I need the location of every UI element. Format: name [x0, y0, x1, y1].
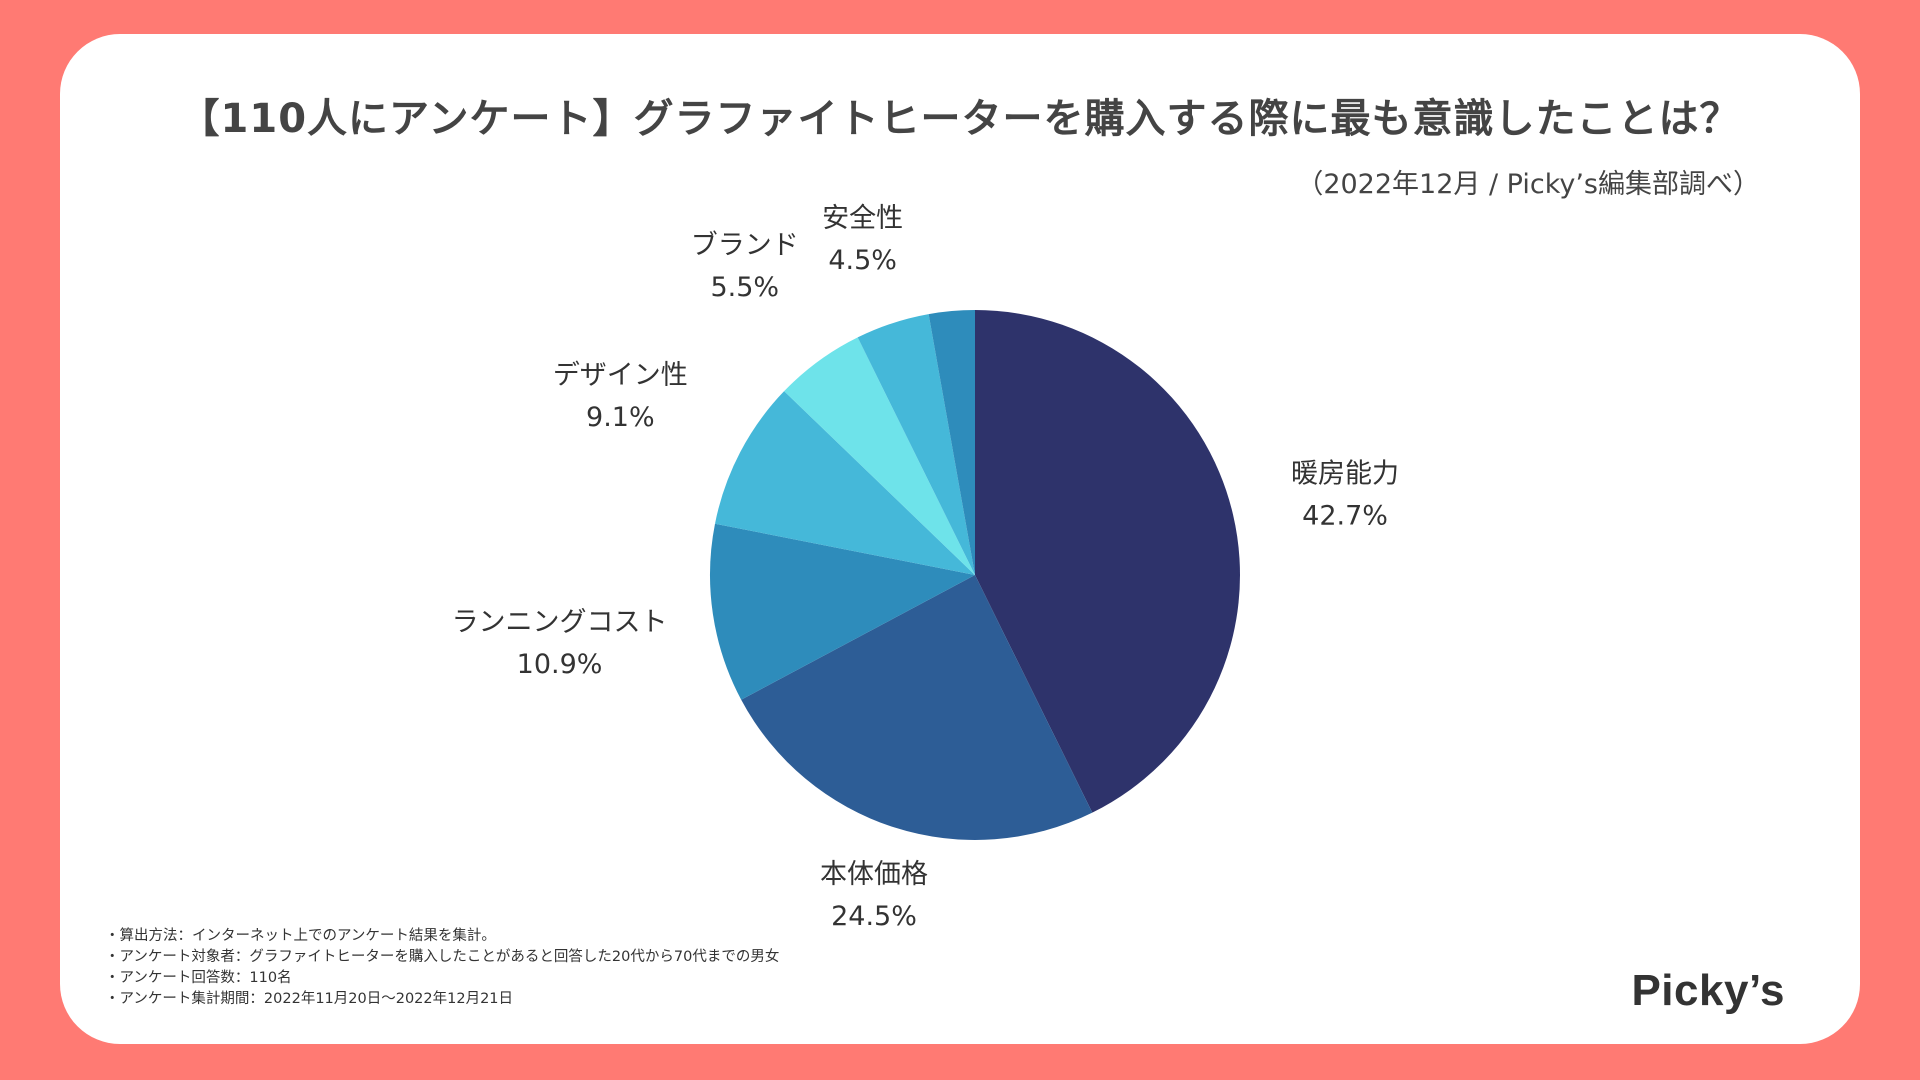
brand-logo: Picky’s: [1631, 966, 1785, 1015]
pie-slice-2: [741, 575, 1093, 840]
slice-label-5: ブランド: [691, 230, 799, 261]
chart-source: （2022年12月 / Picky’s編集部調べ）: [1296, 169, 1760, 200]
pie-slice-1: [975, 310, 1240, 813]
note-method: ・算出方法：インターネット上でのアンケート結果を集計。: [105, 928, 496, 944]
slice-label-1: 暖房能力: [1291, 459, 1399, 490]
survey-notes: ・算出方法：インターネット上でのアンケート結果を集計。 ・アンケート対象者：グラ…: [105, 926, 779, 1010]
pie-slice-6: [857, 314, 975, 575]
note-period: ・アンケート集計期間：2022年11月20日〜2022年12月21日: [105, 991, 514, 1007]
slice-value-label-3: 10.9%: [517, 649, 603, 680]
pie-slice-7: [928, 310, 975, 575]
slice-label-4: デザイン性: [553, 360, 688, 391]
pie-chart: 暖房能力 42.7% 本体価格 24.5% ランニングコスト 10.9% デザイン性 9.1%…: [452, 203, 1399, 932]
pie-slice-3: [709, 523, 975, 700]
chart-card: 【110人にアンケート】グラファイトヒーターを購入する際に最も意識したことは？ …: [60, 34, 1860, 1044]
note-respondents: ・アンケート回答数：110名: [105, 970, 292, 986]
slice-label-3: ランニングコスト: [452, 607, 668, 638]
pie-slice-5: [784, 337, 975, 575]
note-target: ・アンケート対象者：グラファイトヒーターを購入したことがあると回答した20代から…: [105, 949, 780, 965]
slice-label-2: 本体価格: [820, 859, 928, 890]
slice-value-label-4: 9.1%: [586, 402, 655, 433]
chart-title: 【110人にアンケート】グラファイトヒーターを購入する際に最も意識したことは？: [179, 96, 1741, 142]
slice-value-label-6: 4.5%: [828, 245, 897, 276]
slice-value-label-1: 42.7%: [1302, 501, 1388, 532]
pie-slice-4: [715, 391, 975, 575]
slice-value-label-5: 5.5%: [710, 272, 779, 303]
slice-value-label-2: 24.5%: [831, 901, 917, 932]
slice-label-6: 安全性: [822, 203, 903, 234]
